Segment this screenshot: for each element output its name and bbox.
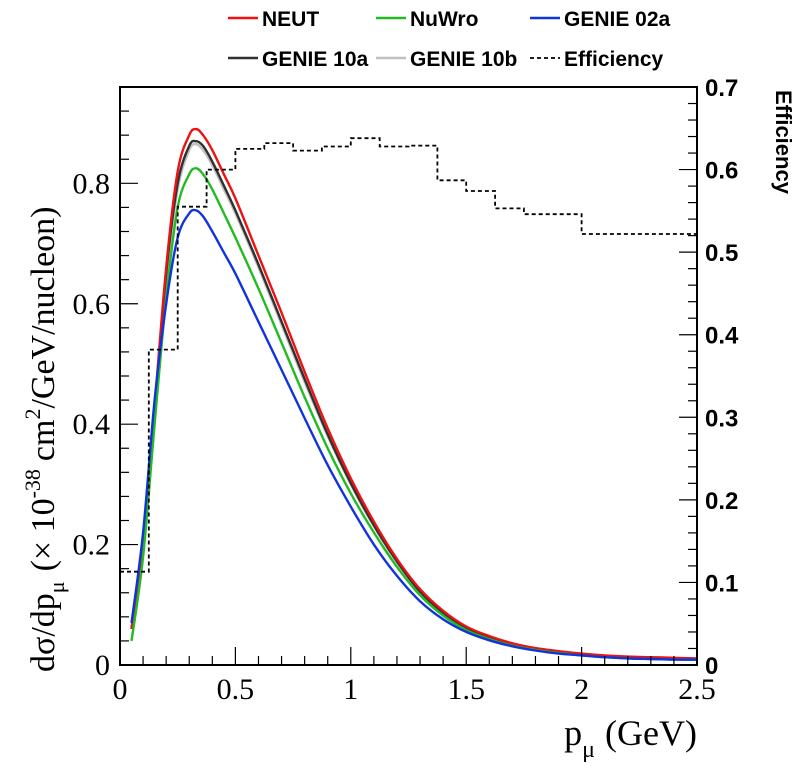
legend-item-genie-02a: GENIE 02a: [530, 8, 671, 31]
x-tick-label: 2: [574, 673, 589, 706]
y-tick-label: 0.4: [73, 408, 111, 441]
y-right-tick-label: 0.3: [705, 405, 738, 432]
y-axis-label-tail: /GeV/nucleon): [25, 207, 62, 409]
y-axis-label-mid2: cm: [25, 420, 62, 462]
y-tick-label: 0: [95, 649, 110, 682]
x-axis-label-base: p: [564, 713, 582, 753]
y-axis-label: dσ/dpμ (× 10-38 cm2/GeV/nucleon): [20, 207, 69, 673]
legend-label: Efficiency: [564, 48, 664, 71]
y-right-tick-label: 0.5: [705, 240, 738, 267]
y-axis-right-label: Efficiency: [771, 90, 796, 195]
legend-item-efficiency: Efficiency: [530, 48, 664, 71]
y-axis-label-sup: -38: [20, 469, 45, 498]
y-right-tick-label: 0.1: [705, 570, 738, 597]
x-axis-label: pμ (GeV): [564, 713, 697, 763]
y-tick-label: 0.6: [73, 288, 111, 321]
x-tick-label: 1.5: [447, 673, 485, 706]
x-axis-label-unit: (GeV): [605, 713, 697, 753]
series-neut: [130, 127, 698, 660]
y-axis: 0 0.2 0.4 0.6 0.8: [73, 86, 138, 682]
curves: [120, 127, 698, 661]
x-tick-label: 2.5: [678, 673, 716, 706]
x-tick-label: 0: [113, 673, 128, 706]
x-axis-label-sub: μ: [582, 737, 595, 763]
legend-label: NEUT: [262, 8, 319, 31]
series-genie-02a: [130, 208, 698, 661]
y-axis-right: 0 0.1 0.2 0.3 0.4 0.5 0.6 0.7: [679, 75, 739, 680]
y-tick-label: 0.8: [73, 167, 111, 200]
y-axis-label-sub: μ: [44, 581, 69, 593]
y-axis-label-mid: (× 10: [25, 498, 62, 571]
series-efficiency: [120, 137, 697, 573]
x-tick-label: 1: [343, 673, 358, 706]
y-axis-label-sup2: 2: [20, 409, 45, 420]
legend-item-genie-10b: GENIE 10b: [376, 48, 517, 71]
legend-label: GENIE 02a: [564, 8, 671, 31]
y-tick-label: 0.2: [73, 529, 111, 562]
plot-area: 0 0.5 1 1.5 2 2.5 0 0.2 0.4 0.6 0.8 0 0.1 0.2 0.3 0.4…: [73, 75, 740, 706]
y-right-tick-label: 0.2: [705, 488, 738, 515]
x-tick-label: 0.5: [217, 673, 255, 706]
y-right-tick-label: 0.7: [705, 75, 738, 102]
legend-label: GENIE 10b: [410, 48, 517, 71]
legend: NEUT NuWro GENIE 02a GENIE 10a GENIE 10b Effi…: [228, 8, 671, 71]
legend-item-genie-10a: GENIE 10a: [228, 48, 369, 71]
y-right-tick-label: 0.6: [705, 158, 738, 185]
y-right-tick-label: 0: [705, 653, 718, 680]
y-right-tick-label: 0.4: [705, 323, 739, 350]
legend-item-nuwro: NuWro: [376, 8, 478, 31]
x-axis: 0 0.5 1 1.5 2 2.5: [113, 647, 716, 706]
y-axis-label-base: dσ/dp: [25, 593, 62, 672]
legend-label: GENIE 10a: [262, 48, 369, 71]
legend-item-neut: NEUT: [228, 8, 319, 31]
legend-label: NuWro: [410, 8, 478, 31]
